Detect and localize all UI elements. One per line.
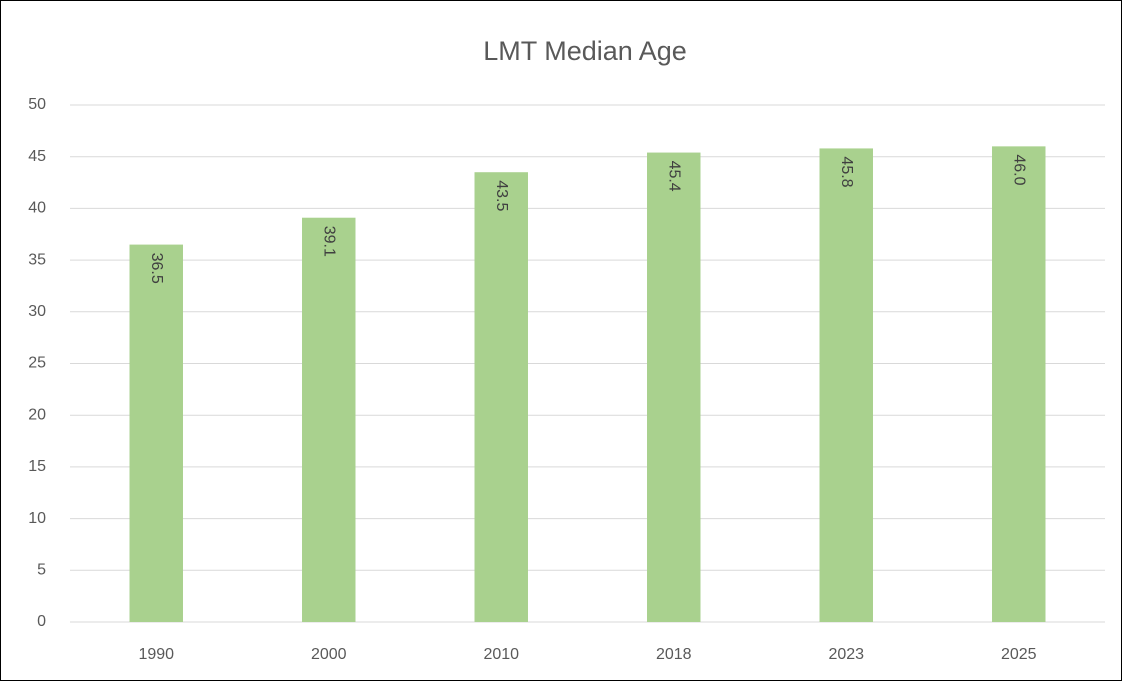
x-tick-label: 2018 (656, 646, 692, 663)
data-label: 46.0 (1011, 154, 1028, 185)
x-tick-label: 1990 (138, 646, 174, 663)
y-tick-label: 30 (28, 303, 46, 320)
data-label: 43.5 (493, 180, 510, 211)
y-tick-label: 40 (28, 200, 46, 217)
y-tick-label: 10 (28, 510, 46, 527)
bar (647, 152, 701, 622)
y-tick-label: 45 (28, 148, 46, 165)
y-tick-label: 50 (28, 96, 46, 113)
data-label: 36.5 (148, 253, 165, 284)
chart-title: LMT Median Age (483, 36, 687, 66)
x-tick-label: 2000 (311, 646, 347, 663)
y-tick-label: 20 (28, 406, 46, 423)
y-tick-label: 35 (28, 251, 46, 268)
x-tick-label: 2023 (828, 646, 864, 663)
y-tick-label: 0 (37, 613, 46, 630)
y-tick-label: 25 (28, 355, 46, 372)
x-tick-label: 2025 (1001, 646, 1037, 663)
data-label: 45.4 (666, 161, 683, 192)
bar (129, 244, 183, 622)
x-tick-label: 2010 (483, 646, 519, 663)
y-tick-label: 5 (37, 562, 46, 579)
bar (302, 217, 356, 622)
data-label: 39.1 (321, 226, 338, 257)
bar (474, 172, 528, 622)
bar (819, 148, 873, 623)
y-tick-label: 15 (28, 458, 46, 475)
data-label: 45.8 (838, 156, 855, 187)
bar (992, 146, 1046, 623)
